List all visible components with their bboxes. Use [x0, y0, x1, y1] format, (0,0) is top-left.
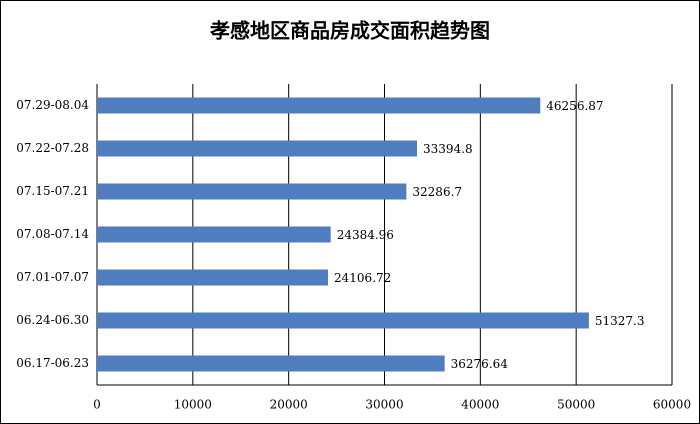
- x-tick-label: 40000: [461, 398, 499, 412]
- data-label: 36276.64: [451, 357, 509, 371]
- y-tick-label: 07.22-07.28: [16, 141, 89, 155]
- bar: [97, 312, 589, 329]
- data-label: 32286.7: [412, 185, 462, 199]
- data-label: 46256.87: [546, 99, 603, 113]
- y-tick-label: 07.15-07.21: [16, 184, 89, 198]
- y-tick-label: 07.01-07.07: [16, 270, 89, 284]
- x-tick-label: 0: [93, 398, 101, 412]
- bar: [97, 226, 331, 243]
- x-tick-label: 50000: [557, 398, 595, 412]
- y-tick-label: 07.08-07.14: [16, 227, 89, 241]
- data-label: 24384.96: [337, 228, 394, 242]
- bar: [97, 355, 445, 372]
- bar: [97, 269, 329, 286]
- chart-title: 孝感地区商品房成交面积趋势图: [209, 19, 490, 43]
- bar: [97, 183, 407, 200]
- bar: [97, 140, 418, 157]
- data-label: 24106.72: [334, 271, 391, 285]
- x-tick-label: 30000: [365, 398, 403, 412]
- data-label: 33394.8: [423, 142, 473, 156]
- data-label: 51327.3: [595, 314, 645, 328]
- x-tick-label: 10000: [174, 398, 212, 412]
- x-tick-label: 60000: [653, 398, 691, 412]
- y-tick-label: 06.24-06.30: [16, 313, 89, 327]
- bar: [97, 97, 541, 114]
- y-tick-label: 06.17-06.23: [16, 356, 89, 370]
- x-tick-label: 20000: [270, 398, 308, 412]
- y-tick-label: 07.29-08.04: [16, 98, 89, 112]
